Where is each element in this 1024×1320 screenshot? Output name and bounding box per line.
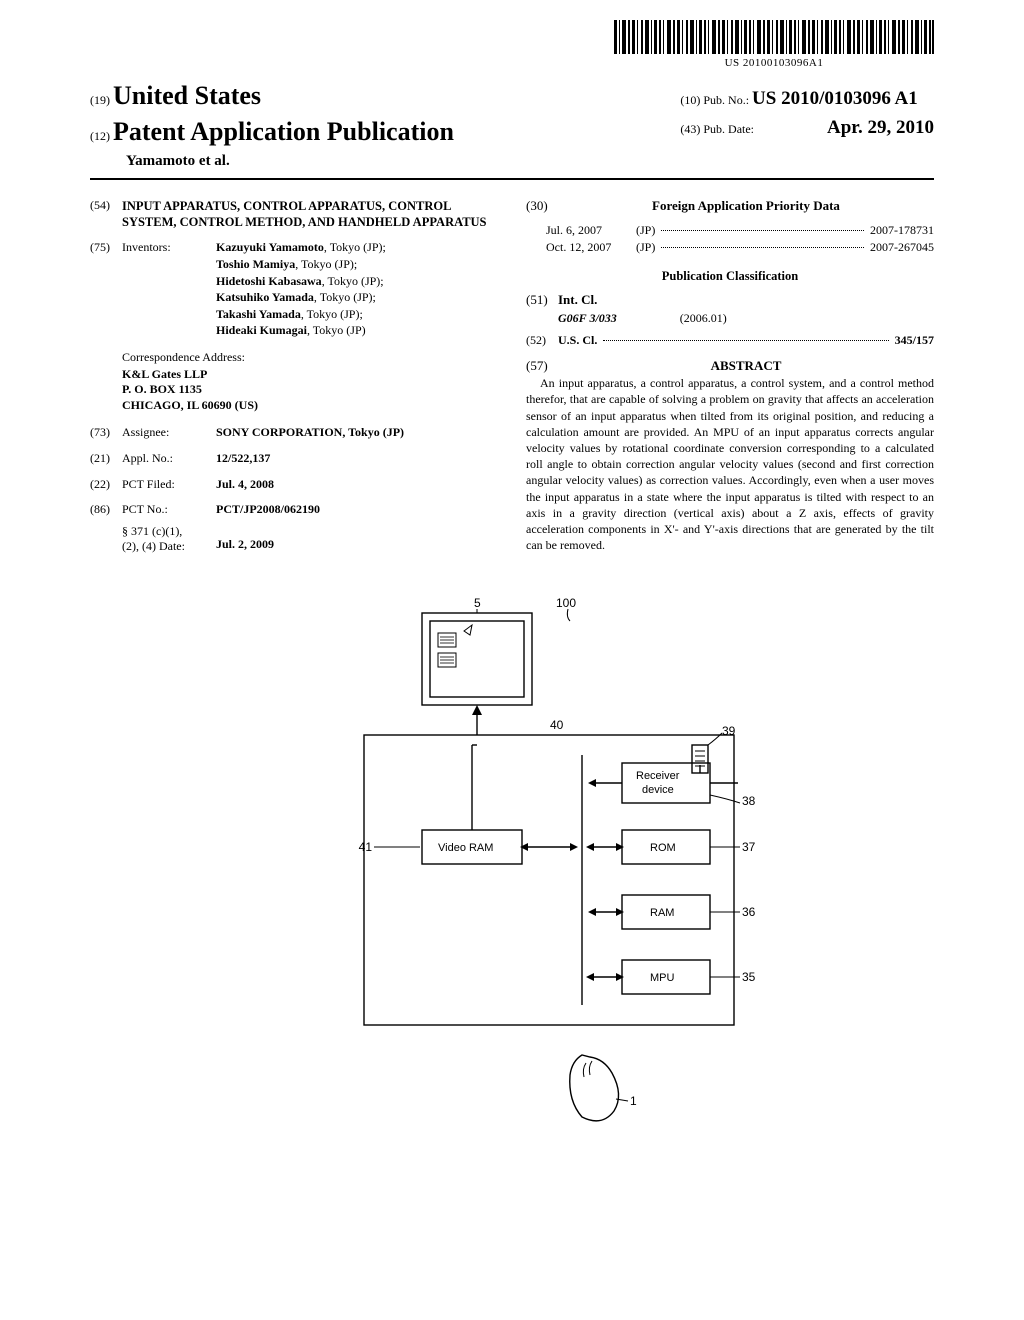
fig-label-37: 37 bbox=[742, 840, 756, 854]
pubdate-label: (43) Pub. Date: bbox=[680, 122, 754, 136]
title-num: (54) bbox=[90, 198, 122, 231]
pctfiled-field: (22) PCT Filed: Jul. 4, 2008 bbox=[90, 477, 498, 493]
uscl-val: 345/157 bbox=[895, 333, 934, 347]
pctfiled-label: PCT Filed: bbox=[122, 477, 216, 493]
header-left: (19) United States (12) Patent Applicati… bbox=[90, 79, 454, 172]
intcl-num: (51) bbox=[526, 292, 558, 309]
s371-date: Jul. 2, 2009 bbox=[216, 537, 274, 551]
pctno-num: (86) bbox=[90, 502, 122, 518]
pubtype-label: (12) bbox=[90, 129, 110, 143]
inventors-list: Kazuyuki Yamamoto, Tokyo (JP);Toshio Mam… bbox=[216, 240, 498, 340]
figure-svg: 5 40 100 39 Receiver device 38 bbox=[252, 595, 772, 1145]
uscl-label: U.S. Cl. bbox=[558, 333, 597, 347]
s371-label2: (2), (4) Date: bbox=[122, 539, 216, 555]
fig-receiver2: device bbox=[642, 784, 674, 796]
document-header: (19) United States (12) Patent Applicati… bbox=[90, 79, 934, 180]
corr-line: P. O. BOX 1135 bbox=[122, 382, 498, 398]
applno-field: (21) Appl. No.: 12/522,137 bbox=[90, 451, 498, 467]
intcl-detail: G06F 3/033 (2006.01) bbox=[558, 311, 934, 327]
pctno-value: PCT/JP2008/062190 bbox=[216, 502, 320, 516]
fig-receiver1: Receiver bbox=[636, 770, 680, 782]
foreign-header-row: (30) Foreign Application Priority Data bbox=[526, 198, 934, 215]
inventor-line: Toshio Mamiya, Tokyo (JP); bbox=[216, 257, 498, 273]
inventors-label: Inventors: bbox=[122, 240, 216, 340]
country: United States bbox=[113, 81, 261, 110]
assignee-label: Assignee: bbox=[122, 425, 216, 441]
inventor-line: Katsuhiko Yamada, Tokyo (JP); bbox=[216, 290, 498, 306]
fig-label-41: 41 bbox=[359, 840, 373, 854]
assignee-text: SONY CORPORATION, Tokyo (JP) bbox=[216, 425, 404, 439]
uscl-num: (52) bbox=[526, 333, 558, 349]
left-column: (54) INPUT APPARATUS, CONTROL APPARATUS,… bbox=[90, 198, 498, 565]
dots bbox=[603, 333, 888, 341]
fig-mpu: MPU bbox=[650, 972, 675, 984]
pubclass-hdr: Publication Classification bbox=[526, 268, 934, 284]
corr-line: K&L Gates LLP bbox=[122, 367, 498, 383]
abstract-hdr: ABSTRACT bbox=[558, 358, 934, 375]
foreign-priority-row: Jul. 6, 2007(JP)2007-178731 bbox=[546, 223, 934, 239]
inventors-num: (75) bbox=[90, 240, 122, 340]
abstract-num: (57) bbox=[526, 358, 558, 375]
barcode: US 20100103096A1 bbox=[614, 20, 934, 70]
fig-label-5: 5 bbox=[474, 596, 481, 610]
abstract-text: An input apparatus, a control apparatus,… bbox=[526, 375, 934, 553]
assignee-num: (73) bbox=[90, 425, 122, 441]
pubdate: Apr. 29, 2010 bbox=[827, 117, 934, 138]
fig-label-38: 38 bbox=[742, 794, 756, 808]
title-text: INPUT APPARATUS, CONTROL APPARATUS, CONT… bbox=[122, 198, 498, 231]
corr-lines: K&L Gates LLPP. O. BOX 1135CHICAGO, IL 6… bbox=[122, 367, 498, 414]
s371-label1: § 371 (c)(1), bbox=[122, 524, 216, 540]
inventor-line: Takashi Yamada, Tokyo (JP); bbox=[216, 307, 498, 323]
pctfiled-value: Jul. 4, 2008 bbox=[216, 477, 274, 491]
s371-field: § 371 (c)(1), (2), (4) Date: Jul. 2, 200… bbox=[90, 524, 498, 555]
pctfiled-num: (22) bbox=[90, 477, 122, 493]
applno-label: Appl. No.: bbox=[122, 451, 216, 467]
foreign-hdr: Foreign Application Priority Data bbox=[558, 198, 934, 215]
applno-value: 12/522,137 bbox=[216, 451, 270, 465]
inventor-line: Hidetoshi Kabasawa, Tokyo (JP); bbox=[216, 274, 498, 290]
abstract-header-row: (57) ABSTRACT bbox=[526, 358, 934, 375]
correspondence-address: Correspondence Address: K&L Gates LLPP. … bbox=[122, 350, 498, 413]
fig-rom: ROM bbox=[650, 842, 676, 854]
foreign-priority-row: Oct. 12, 2007(JP)2007-267045 bbox=[546, 240, 934, 256]
applno-num: (21) bbox=[90, 451, 122, 467]
assignee-value: SONY CORPORATION, Tokyo (JP) bbox=[216, 425, 498, 441]
foreign-priority-rows: Jul. 6, 2007(JP)2007-178731Oct. 12, 2007… bbox=[546, 223, 934, 256]
foreign-num: (30) bbox=[526, 198, 558, 215]
uscl-row: (52) U.S. Cl. 345/157 bbox=[526, 333, 934, 349]
intcl-label: Int. Cl. bbox=[558, 292, 597, 307]
inventors-field: (75) Inventors: Kazuyuki Yamamoto, Tokyo… bbox=[90, 240, 498, 340]
pubno: US 2010/0103096 A1 bbox=[752, 88, 918, 109]
fig-label-100: 100 bbox=[556, 596, 576, 610]
inventor-line: Kazuyuki Yamamoto, Tokyo (JP); bbox=[216, 240, 498, 256]
header-right: (10) Pub. No.: US 2010/0103096 A1 (43) P… bbox=[680, 87, 934, 140]
fig-ram: RAM bbox=[650, 907, 674, 919]
intcl-row: (51) Int. Cl. bbox=[526, 292, 934, 309]
corr-line: CHICAGO, IL 60690 (US) bbox=[122, 398, 498, 414]
inventor-line: Hideaki Kumagai, Tokyo (JP) bbox=[216, 323, 498, 339]
figure-diagram: 5 40 100 39 Receiver device 38 bbox=[90, 595, 934, 1150]
assignee-field: (73) Assignee: SONY CORPORATION, Tokyo (… bbox=[90, 425, 498, 441]
fig-label-35: 35 bbox=[742, 970, 756, 984]
pubno-label: (10) Pub. No.: bbox=[680, 93, 749, 107]
fig-label-1: 1 bbox=[630, 1094, 637, 1108]
fig-label-36: 36 bbox=[742, 905, 756, 919]
pubtype: Patent Application Publication bbox=[113, 117, 454, 146]
fig-vram: Video RAM bbox=[438, 842, 493, 854]
intcl-class: G06F 3/033 bbox=[558, 311, 617, 325]
corr-label: Correspondence Address: bbox=[122, 350, 498, 366]
two-column-body: (54) INPUT APPARATUS, CONTROL APPARATUS,… bbox=[90, 198, 934, 565]
right-column: (30) Foreign Application Priority Data J… bbox=[526, 198, 934, 565]
pctno-field: (86) PCT No.: PCT/JP2008/062190 bbox=[90, 502, 498, 518]
barcode-text: US 20100103096A1 bbox=[614, 56, 934, 70]
title-field: (54) INPUT APPARATUS, CONTROL APPARATUS,… bbox=[90, 198, 498, 231]
fig-label-39: 39 bbox=[722, 724, 736, 738]
pctno-label: PCT No.: bbox=[122, 502, 216, 518]
header-authors: Yamamoto et al. bbox=[126, 152, 454, 172]
barcode-block: US 20100103096A1 bbox=[90, 20, 934, 71]
country-label: (19) bbox=[90, 93, 110, 107]
intcl-date: (2006.01) bbox=[680, 311, 727, 325]
fig-label-40: 40 bbox=[550, 718, 564, 732]
barcode-svg bbox=[614, 20, 934, 54]
